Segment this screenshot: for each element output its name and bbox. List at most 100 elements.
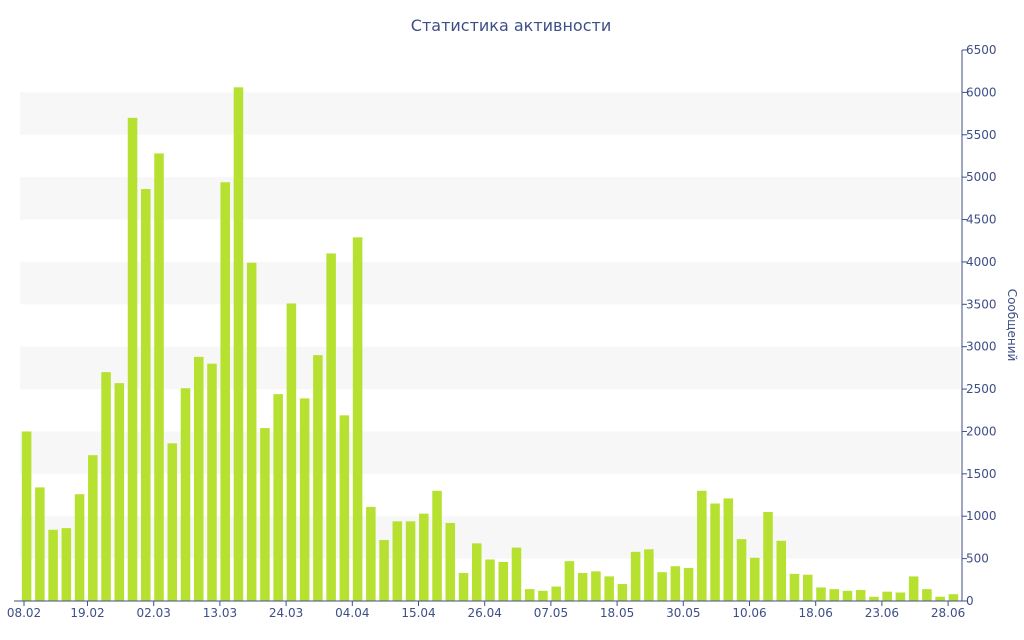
bar [498, 562, 508, 601]
x-tick-label: 19.02 [70, 606, 104, 620]
bar [538, 590, 548, 601]
y-tick-label: 5500 [966, 128, 997, 142]
bar [935, 596, 945, 601]
bar [220, 182, 230, 602]
bar [882, 591, 892, 601]
x-tick-label: 10.06 [732, 606, 766, 620]
bar [180, 388, 191, 601]
y-tick-label: 0 [966, 594, 974, 608]
bar [524, 589, 535, 601]
bar [763, 511, 773, 601]
bar [432, 490, 442, 601]
y-tick-label: 6000 [966, 85, 997, 99]
x-tick-label: 28.06 [931, 606, 965, 620]
bar [855, 589, 866, 601]
x-tick-label: 24.03 [269, 606, 303, 620]
bar [127, 117, 138, 601]
x-tick-label: 15.04 [401, 606, 435, 620]
grid-band [20, 92, 960, 135]
bar [458, 573, 469, 601]
grid-bands [20, 92, 960, 559]
y-tick-label: 1000 [966, 509, 997, 523]
bar [710, 503, 720, 601]
bar [551, 586, 561, 601]
bar [591, 571, 601, 601]
bar [21, 431, 32, 601]
bar [167, 443, 178, 601]
bar [419, 513, 429, 601]
x-tick-label: 30.05 [666, 606, 700, 620]
x-tick-label: 04.04 [335, 606, 369, 620]
bar [736, 539, 747, 601]
grid-band [20, 261, 960, 305]
x-tick-label: 02.03 [137, 606, 171, 620]
x-axis: 08.02 19.02 02.03 13.03 24.03 04.04 15.04 26.04… [7, 601, 965, 620]
bar [299, 398, 310, 601]
bar [35, 487, 45, 601]
bar [246, 262, 257, 601]
x-tick-label: 13.03 [203, 606, 237, 620]
bar [141, 189, 151, 601]
bar [405, 521, 416, 601]
bar [895, 592, 906, 601]
y-tick-label: 6500 [966, 43, 997, 57]
grid-band [20, 177, 960, 220]
bar [604, 576, 614, 601]
bar [114, 383, 125, 601]
bar [273, 394, 283, 601]
bar [511, 547, 522, 601]
bar [286, 303, 297, 601]
x-tick-label: 18.05 [600, 606, 634, 620]
bar [644, 549, 654, 601]
bar [816, 587, 826, 601]
grid-band [20, 346, 960, 390]
bar [630, 551, 641, 601]
bar [670, 566, 681, 601]
bar [392, 521, 403, 601]
x-tick-label: 18.06 [799, 606, 833, 620]
bar [617, 584, 628, 601]
bar [564, 561, 575, 601]
y-tick-label: 2000 [966, 424, 997, 438]
y-tick-label: 4000 [966, 255, 997, 269]
bar [789, 573, 800, 601]
bar [326, 253, 336, 601]
bar [193, 356, 204, 601]
y-tick-label: 2500 [966, 382, 997, 396]
bar [471, 543, 482, 601]
bar [829, 589, 839, 601]
bar [922, 589, 932, 601]
bar [260, 428, 270, 601]
bar [577, 573, 588, 601]
bar [88, 455, 98, 601]
bar [366, 506, 376, 601]
bar-series [21, 87, 959, 602]
y-tick-label: 4500 [966, 213, 997, 227]
y-tick-label: 500 [966, 552, 989, 566]
bar [154, 153, 164, 602]
bar [352, 237, 363, 601]
bar [683, 567, 694, 601]
x-tick-label: 23.06 [865, 606, 899, 620]
chart-title: Статистика активности [411, 16, 611, 35]
bar [908, 576, 919, 601]
bar [657, 572, 667, 601]
y-tick-label: 1500 [966, 467, 997, 481]
bar [61, 528, 72, 601]
y-axis-label: Сообщений [1005, 289, 1019, 362]
bar [339, 415, 350, 601]
y-tick-label: 5000 [966, 170, 997, 184]
bar [101, 372, 111, 601]
bar [233, 87, 244, 602]
bar [842, 590, 853, 601]
bar [948, 594, 959, 601]
y-tick-label: 3500 [966, 297, 997, 311]
x-tick-label: 07.05 [534, 606, 568, 620]
bar [697, 490, 707, 601]
y-axis: 0 500 1000 1500 2000 2500 3000 3500 4000 4500 5000… [962, 43, 997, 608]
bar [802, 574, 813, 601]
bar [750, 557, 760, 601]
bar [485, 559, 495, 601]
bar [445, 523, 456, 601]
